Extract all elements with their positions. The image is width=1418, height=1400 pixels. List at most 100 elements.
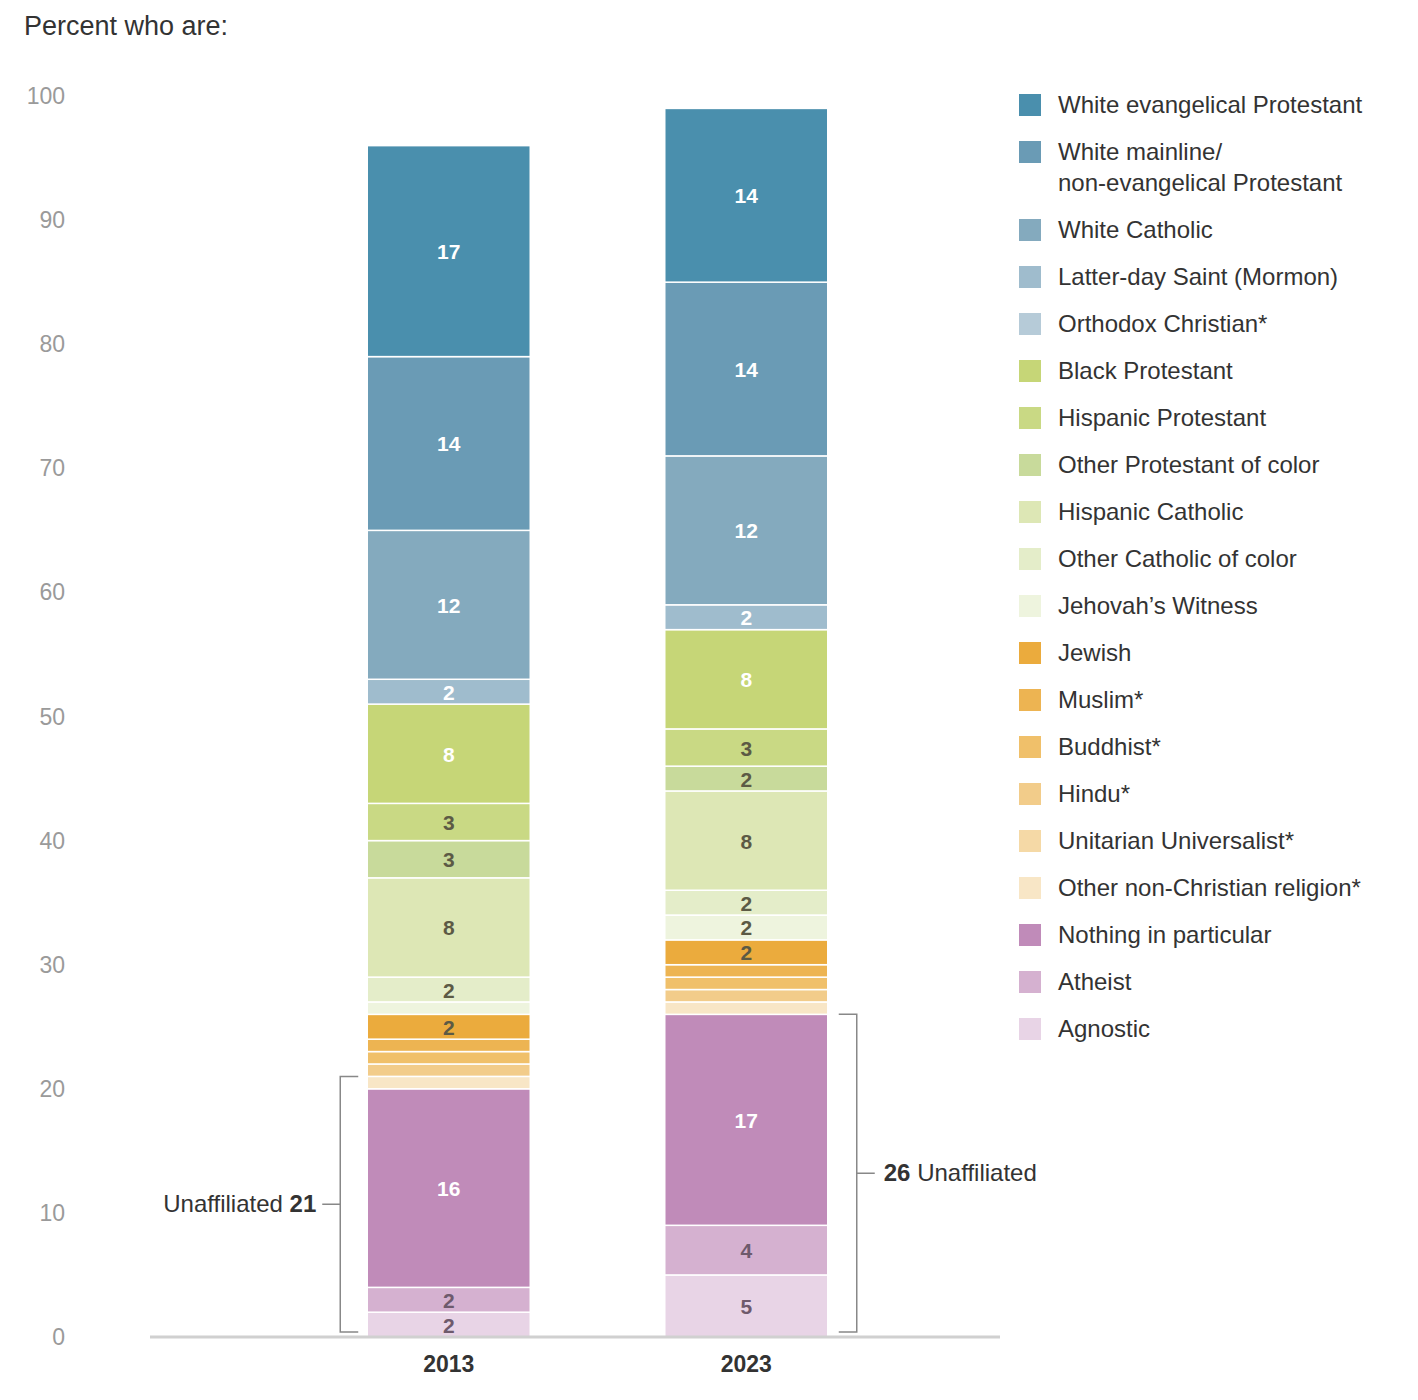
bar-segment [367, 977, 530, 1002]
title: Percent who are: [24, 11, 228, 41]
bar-segment [665, 990, 828, 1002]
data-label: 2 [443, 1289, 455, 1312]
legend-swatch [1019, 266, 1041, 288]
bar-segment [665, 915, 828, 940]
data-label: 12 [735, 519, 758, 542]
data-label: 3 [740, 737, 752, 760]
data-label: 14 [735, 358, 759, 381]
legend-label: Other Protestant of color [1058, 451, 1319, 478]
bar-segment [367, 1089, 530, 1288]
bracket [322, 1076, 358, 1332]
y-tick-label: 60 [39, 579, 65, 605]
legend-label: Other Catholic of color [1058, 545, 1297, 572]
legend-label: Nothing in particular [1058, 921, 1271, 948]
data-label: 2 [740, 892, 752, 915]
bar-segment [367, 357, 530, 531]
legend-swatch [1019, 595, 1041, 617]
data-label: 4 [740, 1239, 752, 1262]
data-label: 17 [437, 240, 460, 263]
bar-segment [367, 1002, 530, 1014]
data-label: 2 [443, 1314, 455, 1337]
annotation-label: Unaffiliated [163, 1190, 283, 1217]
y-tick-label: 80 [39, 331, 65, 357]
bar-segment [367, 841, 530, 878]
bar-segment [665, 791, 828, 890]
legend-swatch [1019, 407, 1041, 429]
legend-swatch [1019, 924, 1041, 946]
legend-swatch [1019, 219, 1041, 241]
data-label: 8 [443, 743, 455, 766]
bar-segment [665, 456, 828, 605]
legend-swatch [1019, 830, 1041, 852]
legend-label: Hispanic Protestant [1058, 404, 1266, 431]
legend-label: White evangelical Protestant [1058, 91, 1362, 118]
legend-label: Hispanic Catholic [1058, 498, 1243, 525]
y-tick-label: 40 [39, 828, 65, 854]
legend-label: Unitarian Universalist* [1058, 827, 1294, 854]
legend-label: Agnostic [1058, 1015, 1150, 1042]
data-label: 2 [740, 916, 752, 939]
legend: White evangelical ProtestantWhite mainli… [1019, 91, 1362, 1042]
legend-swatch [1019, 548, 1041, 570]
bar-segment [367, 704, 530, 803]
annotation-label: Unaffiliated [917, 1159, 1037, 1186]
y-tick-label: 30 [39, 952, 65, 978]
legend-swatch [1019, 783, 1041, 805]
bar-segment [665, 1275, 828, 1337]
bar-segment [665, 766, 828, 791]
legend-label: White Catholic [1058, 216, 1213, 243]
legend-label: Buddhist* [1058, 733, 1161, 760]
bar-segment [665, 965, 828, 977]
legend-swatch [1019, 360, 1041, 382]
y-tick-label: 100 [27, 83, 65, 109]
legend-label: Orthodox Christian* [1058, 310, 1267, 337]
legend-swatch [1019, 501, 1041, 523]
bar-segment [665, 1014, 828, 1225]
bar-segment [665, 1002, 828, 1014]
bracket [839, 1014, 875, 1332]
bar-segment [665, 729, 828, 766]
y-tick-label: 70 [39, 455, 65, 481]
bar-segment [367, 679, 530, 704]
legend-swatch [1019, 94, 1041, 116]
legend-label: Black Protestant [1058, 357, 1233, 384]
legend-swatch [1019, 689, 1041, 711]
y-tick-label: 10 [39, 1200, 65, 1226]
data-label: 2 [443, 979, 455, 1002]
data-label: 16 [437, 1177, 460, 1200]
bar-segment [367, 1076, 530, 1088]
data-label: 8 [740, 668, 752, 691]
y-tick-label: 20 [39, 1076, 65, 1102]
bar-segment [665, 940, 828, 965]
chart: Percent who are:010203040506070809010022… [0, 0, 1418, 1400]
data-label: 8 [443, 916, 455, 939]
data-label: 17 [735, 1109, 758, 1132]
data-label: 5 [740, 1295, 752, 1318]
bar-segment [367, 530, 530, 679]
legend-swatch [1019, 971, 1041, 993]
bar-segment [665, 282, 828, 456]
bars [367, 108, 828, 1337]
legend-swatch [1019, 877, 1041, 899]
data-label: 12 [437, 594, 460, 617]
bar-segment [367, 803, 530, 840]
annotation: 26 Unaffiliated [884, 1159, 1037, 1186]
bar-segment [665, 977, 828, 989]
x-tick-label: 2023 [721, 1351, 772, 1377]
data-label: 3 [443, 848, 455, 871]
legend-label: Jewish [1058, 639, 1131, 666]
data-label: 2 [443, 681, 455, 704]
annotation: Unaffiliated 21 [163, 1190, 316, 1217]
legend-label: Other non-Christian religion* [1058, 874, 1361, 901]
bar-segment [367, 146, 530, 357]
bar-segment [367, 1039, 530, 1051]
bar-segment [665, 890, 828, 915]
data-label: 8 [740, 830, 752, 853]
legend-swatch [1019, 313, 1041, 335]
legend-swatch [1019, 141, 1041, 163]
y-tick-label: 0 [52, 1324, 65, 1350]
bar-segment [367, 1052, 530, 1064]
bar-segment [665, 630, 828, 729]
legend-label: Jehovah’s Witness [1058, 592, 1258, 619]
data-label: 3 [443, 811, 455, 834]
